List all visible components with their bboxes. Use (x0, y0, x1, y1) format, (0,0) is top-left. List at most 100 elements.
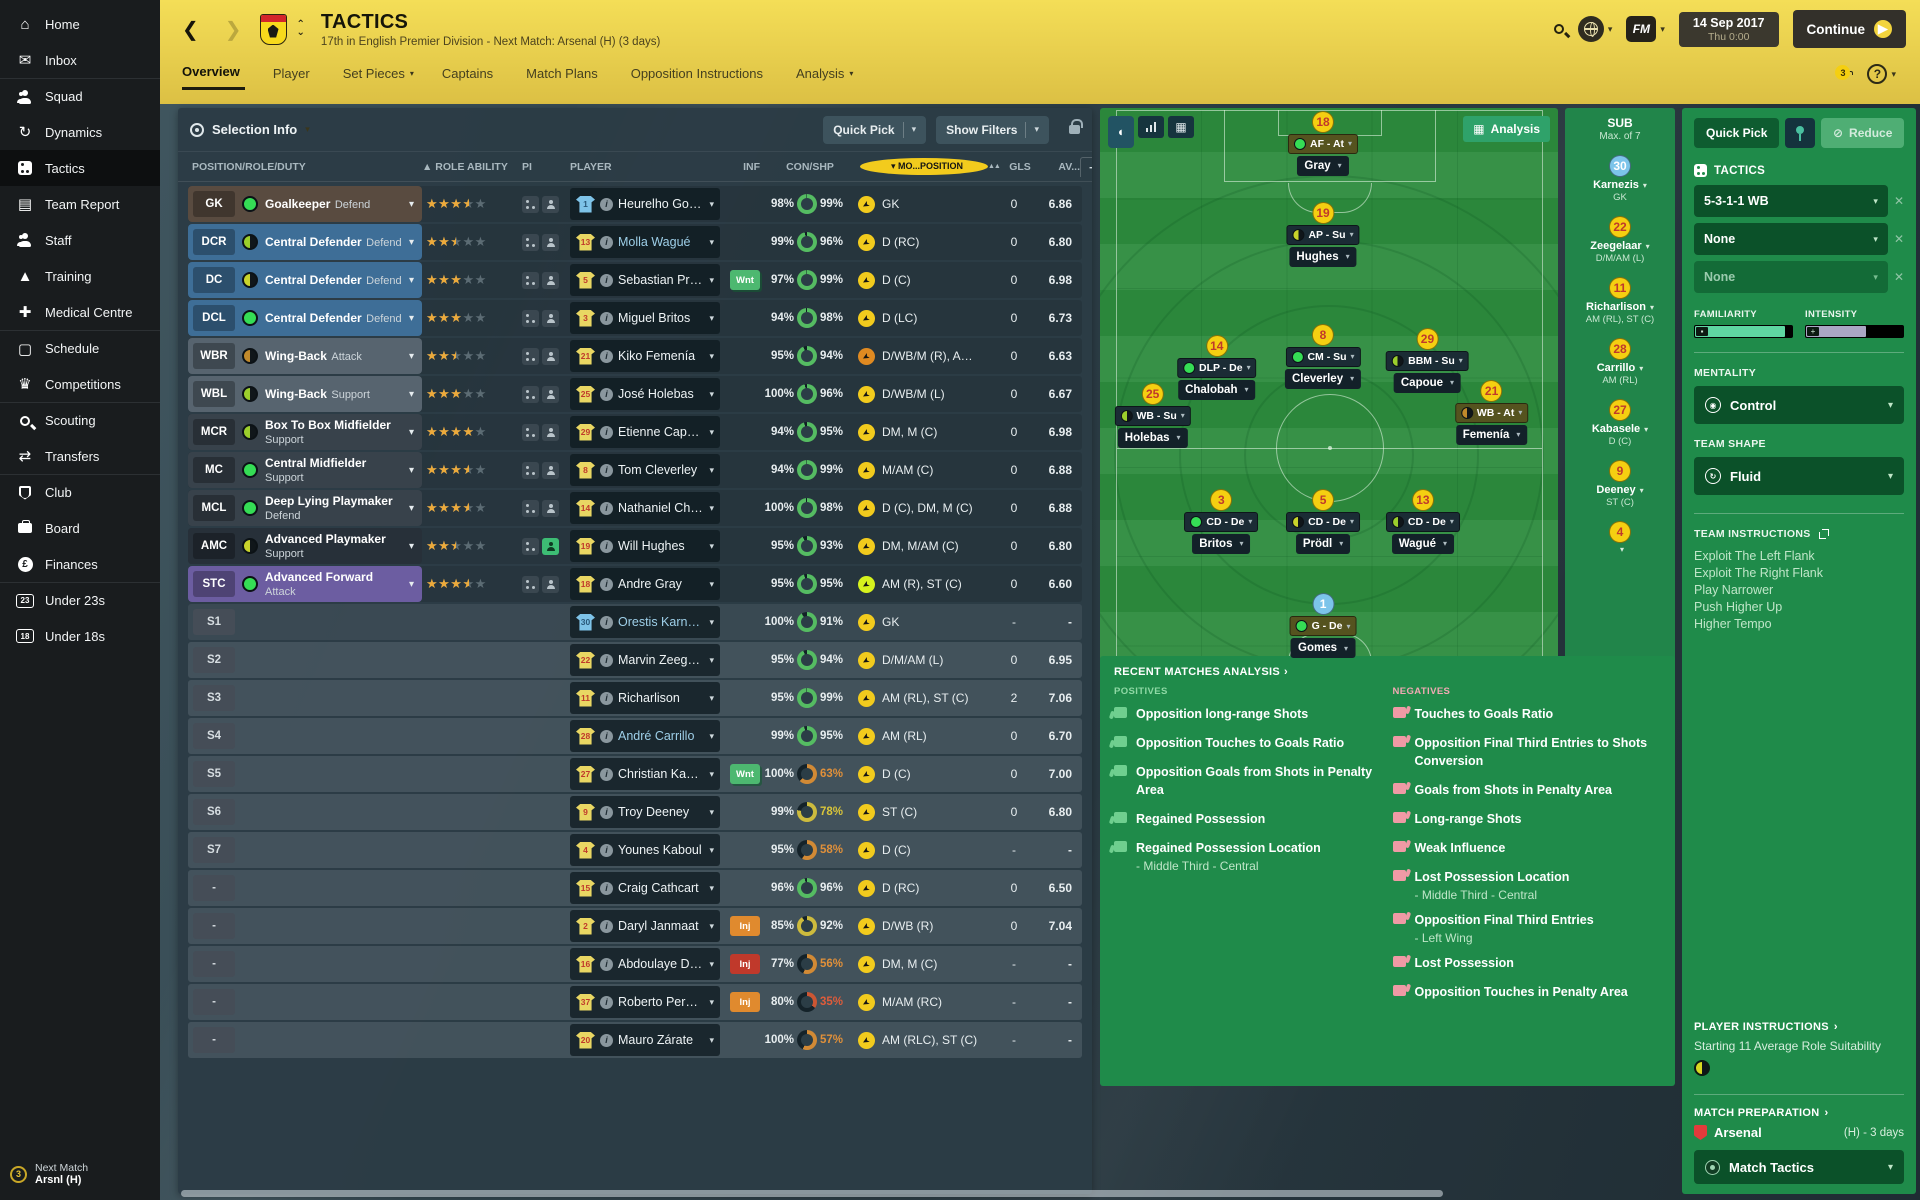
player-selector[interactable]: 9 i Troy Deeney ▾ (570, 796, 720, 828)
player-info-icon[interactable]: i (600, 349, 613, 363)
col-mo-position[interactable]: ▾ MO...POSITION (860, 158, 988, 175)
position-role-selector[interactable]: MCL Deep Lying Playmaker Defend ▾ (188, 490, 422, 526)
player-instructions-icon[interactable] (542, 195, 559, 213)
tactic-instructions-icon[interactable] (522, 385, 539, 403)
player-name-selector[interactable]: Gomes ▾ (1291, 638, 1356, 659)
player-name-selector[interactable]: Hughes ▾ (1289, 246, 1357, 267)
position-role-selector[interactable]: - (188, 946, 422, 982)
sidebar-item[interactable]: Tactics (0, 150, 160, 186)
player-selector[interactable]: 30 i Orestis Karnezis ▾ (570, 606, 720, 638)
player-selector[interactable]: 25 i José Holebas ▾ (570, 378, 720, 410)
player-name-selector[interactable]: Wagué ▾ (1391, 533, 1455, 554)
player-name-selector[interactable]: Holebas ▾ (1117, 427, 1188, 448)
player-role-selector[interactable]: CD - De ▾ (1385, 511, 1460, 532)
position-role-selector[interactable]: WBR Wing-Back Attack ▾ (188, 338, 422, 374)
clear-icon[interactable]: ✕ (1893, 194, 1904, 208)
sidebar-item[interactable]: ✉ Inbox (0, 42, 160, 78)
formation-select[interactable]: 5-3-1-1 WB ▾ (1694, 185, 1888, 217)
sidebar-next-match[interactable]: 3 Next Match Arsnl (H) (0, 1162, 160, 1200)
reduce-button[interactable]: ⊘ Reduce (1821, 118, 1904, 148)
tactic-instructions-icon[interactable] (522, 537, 539, 555)
match-preparation-link[interactable]: MATCH PREPARATION › (1694, 1107, 1829, 1119)
club-switcher[interactable]: ⌃ ⌄ (297, 20, 305, 38)
player-role-selector[interactable]: BBM - Su ▾ (1386, 350, 1469, 371)
position-role-selector[interactable]: MC Central Midfielder Support ▾ (188, 452, 422, 488)
sidebar-item[interactable]: 18 Under 18s (0, 618, 160, 654)
col-player[interactable]: PLAYER (570, 160, 612, 173)
tactic-instructions-icon[interactable] (522, 575, 539, 593)
player-name-selector[interactable]: Cleverley ▾ (1284, 368, 1362, 389)
player-info-icon[interactable]: i (600, 805, 613, 819)
player-instructions-icon[interactable] (542, 499, 559, 517)
player-selector[interactable]: 18 i Andre Gray ▾ (570, 568, 720, 600)
tab[interactable]: Captains (441, 65, 494, 81)
position-role-selector[interactable]: - (188, 908, 422, 944)
position-role-selector[interactable]: S6 (188, 794, 422, 830)
horizontal-scrollbar[interactable] (181, 1190, 1443, 1197)
sub-player[interactable]: 11 Richarlison ▾ AM (RL), ST (C) (1565, 277, 1675, 325)
tab[interactable]: Match Plans (526, 65, 598, 81)
player-info-icon[interactable]: i (600, 539, 613, 553)
status-badge[interactable]: Wnt (730, 270, 760, 290)
tab[interactable]: Opposition Instructions (630, 65, 763, 81)
tactic-instructions-icon[interactable] (522, 423, 539, 441)
player-instructions-link[interactable]: PLAYER INSTRUCTIONS › (1694, 1021, 1838, 1033)
pin-button[interactable] (1785, 118, 1816, 148)
position-role-selector[interactable]: STC Advanced Forward Attack ▾ (188, 566, 422, 602)
tactic-slot3-select[interactable]: None ▾ (1694, 261, 1888, 293)
player-role-selector[interactable]: CD - De ▾ (1286, 511, 1360, 532)
position-role-selector[interactable]: S3 (188, 680, 422, 716)
game-date[interactable]: 14 Sep 2017 Thu 0:00 (1678, 11, 1779, 47)
status-badge[interactable]: Inj (730, 916, 760, 936)
clear-icon[interactable]: ✕ (1893, 232, 1904, 246)
sub-player[interactable]: 27 Kabasele ▾ D (C) (1565, 399, 1675, 447)
player-info-icon[interactable]: i (600, 653, 613, 667)
help-menu[interactable]: ? ▾ (1867, 64, 1896, 84)
player-instructions-icon[interactable] (542, 575, 559, 593)
player-selector[interactable]: 27 i Christian Kabasele ▾ (570, 758, 720, 790)
player-role-selector[interactable]: CM - Su ▾ (1285, 346, 1361, 367)
position-role-selector[interactable]: - (188, 870, 422, 906)
player-selector[interactable]: 16 i Abdoulaye Doucouré ▾ (570, 948, 720, 980)
player-info-icon[interactable]: i (600, 1033, 613, 1047)
position-role-selector[interactable]: MCR Box To Box Midfielder Support ▾ (188, 414, 422, 450)
view-stats-button[interactable] (1138, 116, 1164, 138)
col-con-shp[interactable]: CON/SHP (786, 160, 834, 173)
sidebar-item[interactable]: ▤ Team Report (0, 186, 160, 222)
player-name-selector[interactable]: Femenía ▾ (1455, 424, 1528, 445)
player-role-selector[interactable]: WB - Su ▾ (1114, 405, 1191, 426)
col-inf[interactable]: INF (743, 160, 760, 173)
tactic-instructions-icon[interactable] (522, 271, 539, 289)
player-selector[interactable]: 20 i Mauro Zárate ▾ (570, 1024, 720, 1056)
pitch-player-token[interactable]: 18 AF - At ▾ Gray ▾ (1288, 110, 1359, 176)
player-selector[interactable]: 21 i Kiko Femenía ▾ (570, 340, 720, 372)
status-badge[interactable]: Inj (730, 992, 760, 1012)
sidebar-item[interactable]: Scouting (0, 402, 160, 438)
sidebar-item[interactable]: Squad (0, 78, 160, 114)
position-role-selector[interactable]: DC Central Defender Defend ▾ (188, 262, 422, 298)
player-info-icon[interactable]: i (600, 387, 613, 401)
pitch-player-token[interactable]: 1 G - De ▾ Gomes ▾ (1289, 593, 1357, 659)
sidebar-item[interactable]: ↻ Dynamics (0, 114, 160, 150)
player-selector[interactable]: 37 i Roberto Pereyra ▾ (570, 986, 720, 1018)
pitch-player-token[interactable]: 21 WB - At ▾ Femenía ▾ (1454, 379, 1529, 445)
player-name-selector[interactable]: Britos ▾ (1192, 533, 1251, 554)
mentality-select[interactable]: ◉ Control ▾ (1694, 386, 1904, 424)
sidebar-item[interactable]: ▢ Schedule (0, 330, 160, 366)
team-shape-select[interactable]: ↻ Fluid ▾ (1694, 457, 1904, 495)
sub-player[interactable]: 4 ▾ (1565, 521, 1675, 555)
player-instructions-icon[interactable] (542, 423, 559, 441)
position-role-selector[interactable]: AMC Advanced Playmaker Support ▾ (188, 528, 422, 564)
player-selector[interactable]: 28 i André Carrillo ▾ (570, 720, 720, 752)
sidebar-item[interactable]: ▲ Training (0, 258, 160, 294)
col-position[interactable]: POSITION/ROLE/DUTY (192, 160, 306, 173)
add-column-button[interactable]: + (1080, 156, 1092, 177)
view-grid-button[interactable]: ▦ (1168, 116, 1194, 138)
continue-button[interactable]: Continue ▶ (1792, 10, 1906, 48)
expand-icon[interactable] (1818, 529, 1829, 539)
sub-player[interactable]: 22 Zeegelaar ▾ D/M/AM (L) (1565, 216, 1675, 264)
status-badge[interactable]: Inj (730, 954, 760, 974)
clear-icon[interactable]: ✕ (1893, 270, 1904, 284)
quick-pick-button-side[interactable]: Quick Pick (1694, 118, 1780, 148)
position-role-selector[interactable]: WBL Wing-Back Support ▾ (188, 376, 422, 412)
